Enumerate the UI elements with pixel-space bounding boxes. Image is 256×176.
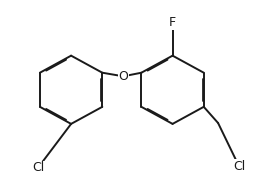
Text: O: O [118, 70, 128, 83]
Text: Cl: Cl [233, 160, 245, 173]
Text: Cl: Cl [32, 161, 44, 174]
Text: F: F [169, 16, 176, 29]
